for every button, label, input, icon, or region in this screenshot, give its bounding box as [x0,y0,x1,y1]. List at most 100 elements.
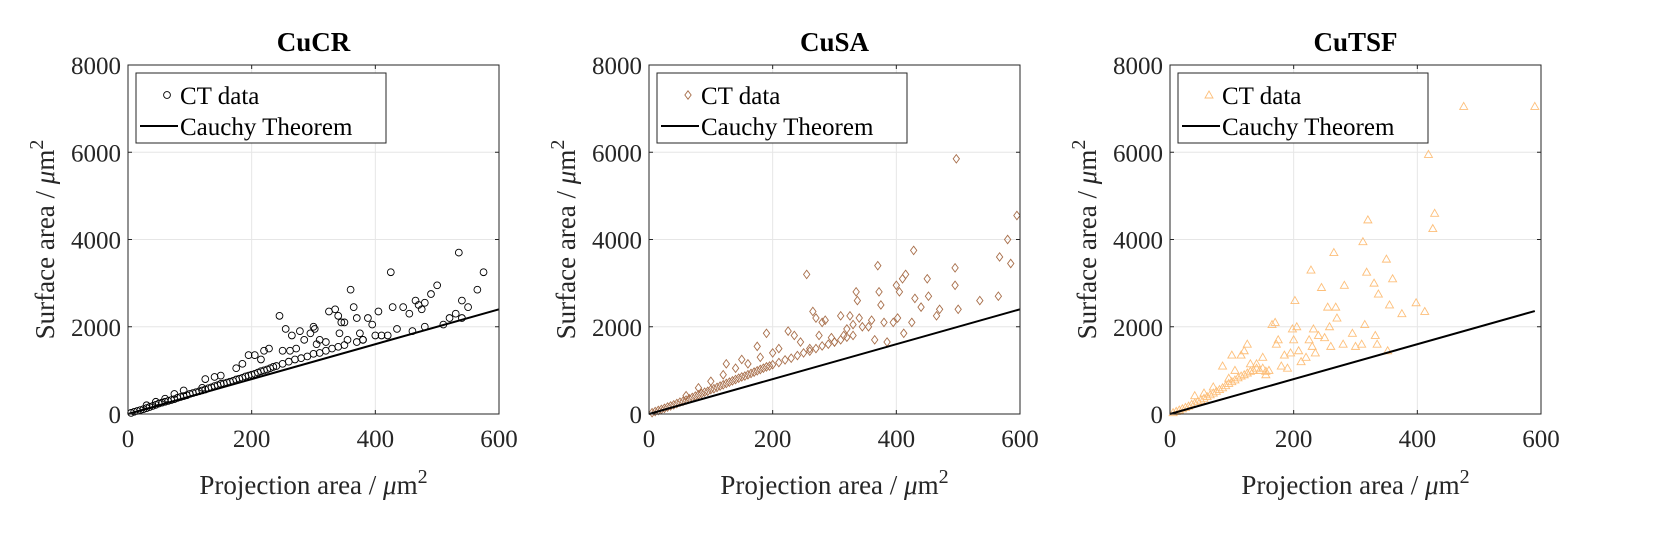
data-point [843,332,851,343]
data-point [1369,278,1379,287]
data-point [257,355,265,364]
data-point [1282,363,1293,372]
data-point [288,331,296,340]
data-point [900,328,908,339]
data-point [1267,319,1277,329]
data-point [232,364,241,373]
data-point [374,307,383,316]
y-axis-label: Surface area / μm2 [1068,140,1102,340]
data-point [420,298,429,307]
data-point [201,375,210,383]
data-point [843,323,851,334]
legend-label-ct-data: CT data [1222,83,1301,110]
data-point [1230,365,1240,374]
data-point [762,328,771,339]
data-point [371,331,380,340]
data-point [1382,345,1393,355]
data-point [867,315,876,326]
data-point [710,383,718,394]
y-tick-label: 2000 [71,315,121,342]
legend-marker-ct-data [684,90,692,100]
data-point [1296,356,1306,366]
data-point [818,317,826,328]
data-point [666,400,675,411]
data-point [694,382,703,393]
data-point [1332,313,1342,322]
data-point [1316,282,1327,291]
cauchy-line [648,308,1021,415]
legend-label-ct-data: CT data [180,83,259,110]
data-point [269,363,278,371]
data-point [1287,324,1298,333]
data-point [473,285,482,294]
data-point [216,371,225,380]
data-point [281,325,290,333]
data-point [738,371,746,382]
data-point [994,291,1003,302]
data-point [343,335,352,344]
data-point [1285,348,1296,357]
data-point [1359,319,1370,329]
data-point [337,318,346,327]
data-point [935,304,944,315]
data-point [1245,358,1256,368]
data-point [179,386,188,395]
data-point [479,268,488,277]
data-point [704,386,712,397]
data-point [682,390,690,401]
data-point [731,363,740,374]
data-point [1290,295,1300,305]
data-point [1397,308,1407,318]
data-point [1279,350,1290,359]
x-ticks: 0 200 400 600 [122,65,518,453]
data-point [747,368,755,379]
data-point [892,280,901,291]
data-point [815,330,823,341]
data-point [1293,345,1304,355]
data-point [1306,265,1316,274]
data-point [713,382,721,393]
data-point [750,367,758,378]
data-point [356,329,364,338]
data-point [1177,403,1188,413]
y-tick-label: 8000 [592,53,642,80]
x-tick-label: 400 [357,426,395,453]
chart-title: CuTSF [1313,27,1397,57]
y-tick-label: 0 [1151,402,1164,429]
data-point [1419,306,1430,315]
chart-title: CuCR [277,27,351,57]
data-point [874,260,882,271]
data-point [388,303,397,311]
data-point [1251,358,1262,368]
legend-marker-shape [684,90,692,100]
data-point [161,394,169,403]
data-point [1350,341,1361,350]
data-point [744,369,752,380]
data-point [1242,368,1253,377]
data-point [445,314,454,322]
data-point [1530,101,1540,110]
y-tick-label: 6000 [1113,140,1163,167]
data-point [1239,345,1249,355]
y-axis-label: Surface area / μm2 [26,140,60,340]
x-axis-label: Projection area / μm2 [720,466,948,500]
data-point [1288,334,1299,344]
data-point [1189,390,1200,400]
data-point [673,398,681,409]
data-point [756,352,765,363]
x-tick-label: 0 [1164,426,1177,453]
data-point [306,329,315,338]
data-point [1261,366,1271,375]
x-tick-label: 600 [1001,426,1039,453]
data-point [670,399,678,410]
data-point [1423,149,1434,158]
data-point [775,357,783,368]
data-point [765,361,774,371]
y-ticks: 0 2000 4000 6000 8000 [592,53,1020,429]
data-point [1338,339,1348,348]
y-tick-label: 4000 [71,228,121,255]
data-point [917,302,925,313]
data-point [849,330,857,341]
data-point [340,318,349,327]
data-point [349,303,358,311]
